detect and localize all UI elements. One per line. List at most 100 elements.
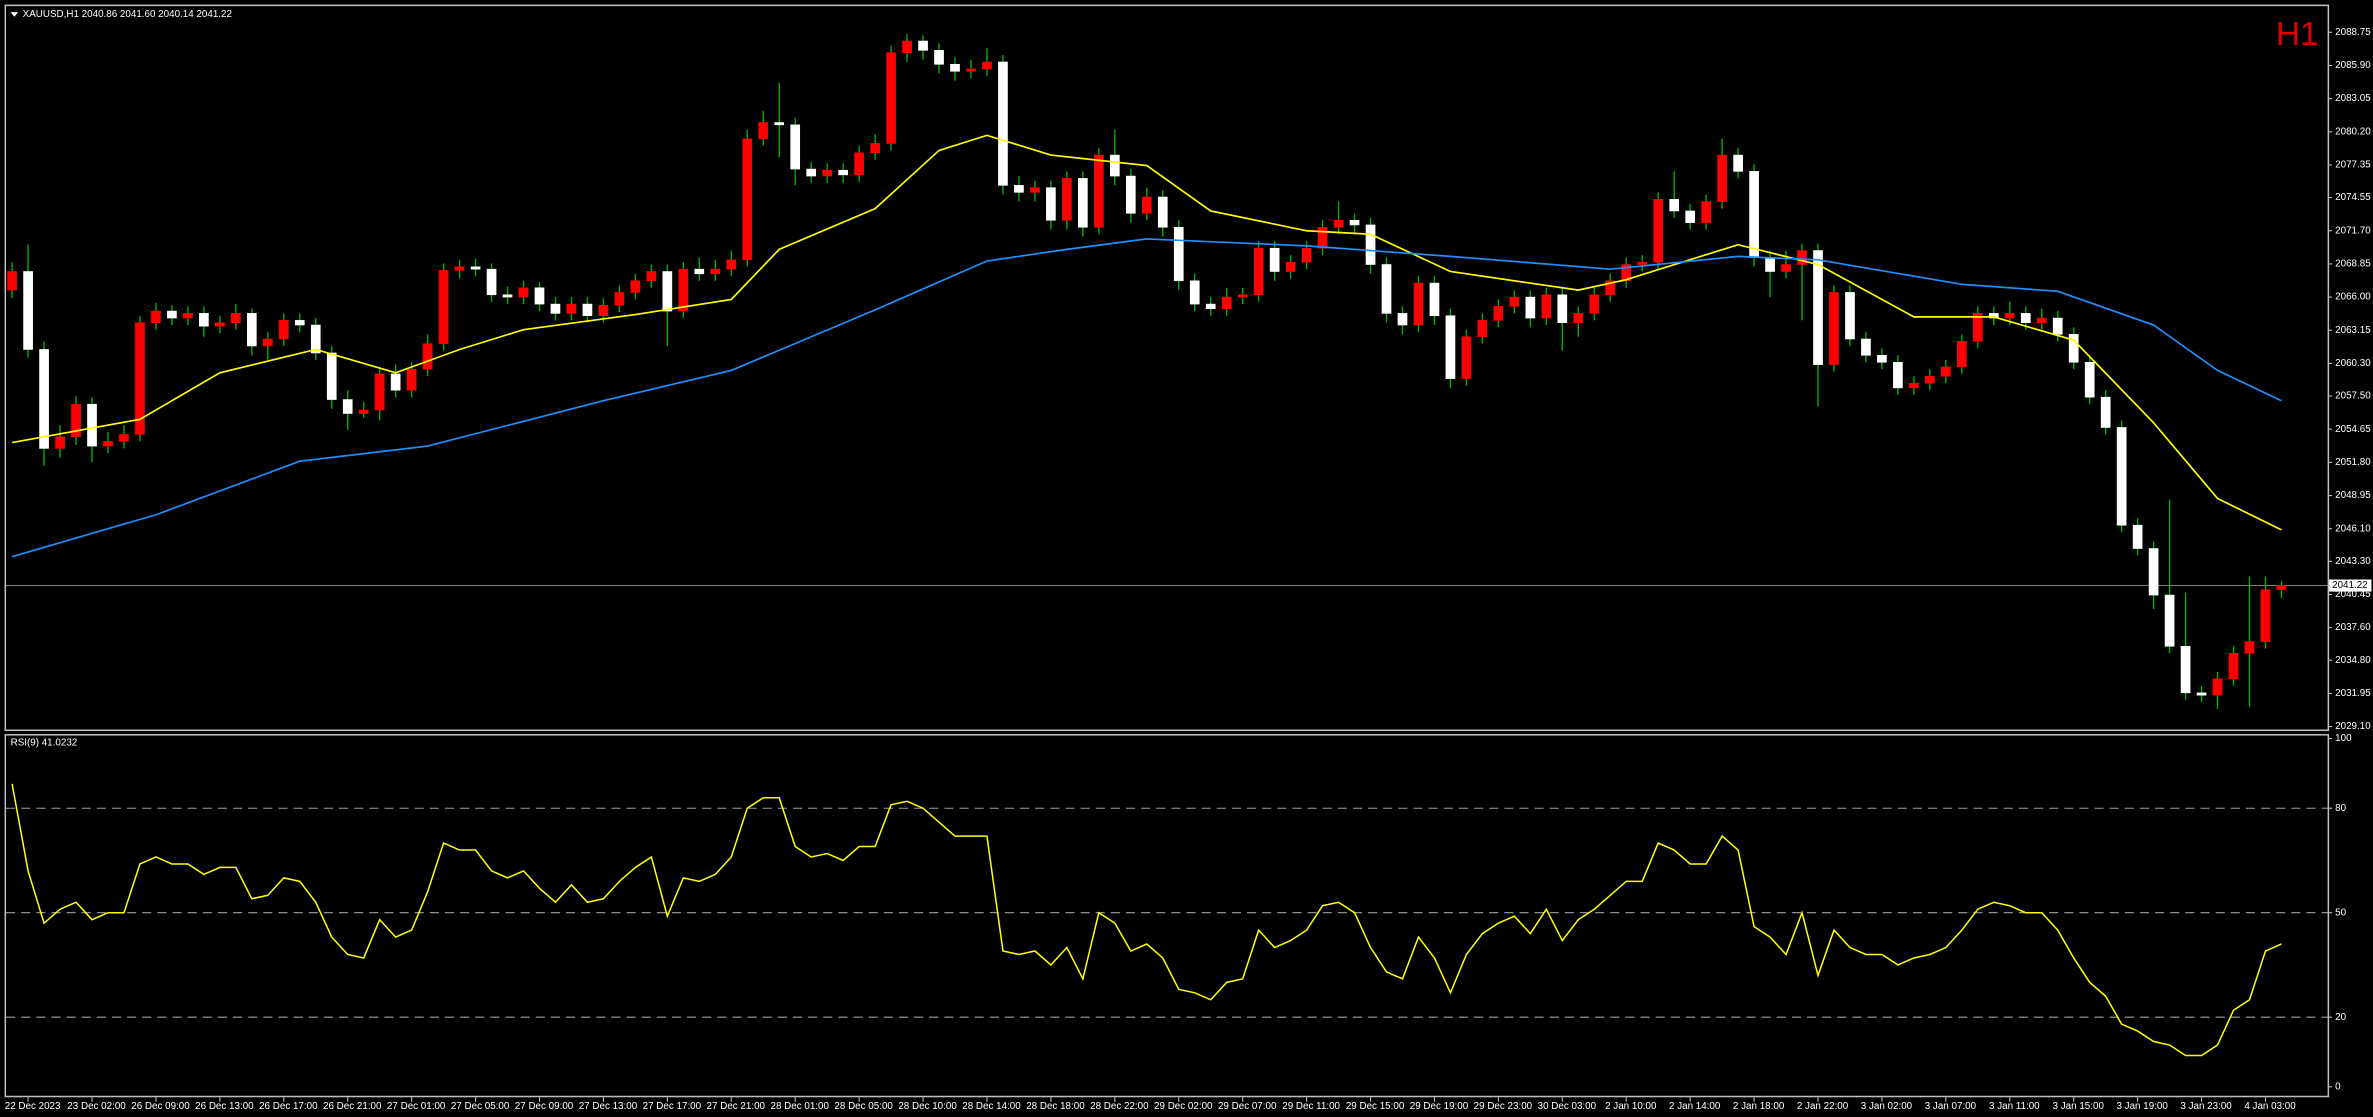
x-tick-label: 2 Jan 10:00 xyxy=(1605,1101,1657,1112)
x-tick-label: 22 Dec 2023 xyxy=(5,1101,61,1112)
candle-body xyxy=(1972,313,1983,342)
candle-body xyxy=(1445,315,1456,379)
x-tick-label: 3 Jan 02:00 xyxy=(1861,1101,1913,1112)
candle-body xyxy=(678,268,689,312)
y-tick-label: 2054.65 xyxy=(2335,424,2371,435)
candle-body xyxy=(2196,692,2207,696)
x-tick-label: 28 Dec 05:00 xyxy=(834,1101,893,1112)
candle-body xyxy=(774,122,785,126)
candle-body xyxy=(1589,294,1600,314)
candle-body xyxy=(310,324,321,354)
x-tick-label: 30 Dec 03:00 xyxy=(1538,1101,1597,1112)
x-tick-label: 4 Jan 03:00 xyxy=(2244,1101,2296,1112)
candle-body xyxy=(1557,294,1568,324)
y-tick-label: 2074.55 xyxy=(2335,192,2371,203)
candle-body xyxy=(726,259,737,270)
candle-body xyxy=(1157,196,1168,228)
x-tick-label: 3 Jan 19:00 xyxy=(2116,1101,2168,1112)
y-tick-label: 2051.80 xyxy=(2335,457,2371,468)
candle-body xyxy=(502,294,513,298)
price-pane-border xyxy=(4,4,2330,732)
x-tick-label: 26 Dec 21:00 xyxy=(323,1101,382,1112)
candle-body xyxy=(183,313,193,319)
candle-body xyxy=(1733,154,1743,172)
candle-body xyxy=(1988,313,1999,319)
candle-body xyxy=(1845,292,1855,340)
y-tick-label: 2048.95 xyxy=(2335,490,2371,501)
candle-body xyxy=(758,122,769,140)
candle-body xyxy=(582,303,593,317)
candle-body xyxy=(1653,199,1664,263)
x-tick-label: 27 Dec 05:00 xyxy=(451,1101,510,1112)
candle-body xyxy=(1461,336,1472,379)
candle-body xyxy=(1173,226,1184,282)
x-tick-label: 27 Dec 21:00 xyxy=(707,1101,766,1112)
candle-body xyxy=(1701,201,1711,223)
candle-body xyxy=(103,441,113,447)
x-tick-label: 27 Dec 17:00 xyxy=(643,1101,702,1112)
candle-body xyxy=(342,399,353,414)
candle-body xyxy=(1221,296,1232,310)
candle-body xyxy=(1829,292,1839,365)
candle-body xyxy=(934,50,944,65)
candle-body xyxy=(790,124,801,170)
candle-body xyxy=(1381,264,1392,314)
y-tick-label: 2037.60 xyxy=(2335,622,2371,633)
candle-body xyxy=(1365,224,1376,265)
candle-body xyxy=(2180,645,2191,694)
candle-body xyxy=(2276,585,2287,591)
candle-body xyxy=(1062,178,1072,221)
bid-label-box xyxy=(2329,579,2372,592)
candle-body xyxy=(662,271,673,312)
y-tick-label: 2043.30 xyxy=(2335,556,2371,567)
candle-body xyxy=(710,268,721,275)
candle-body xyxy=(438,270,449,344)
x-tick-label: 28 Dec 18:00 xyxy=(1026,1101,1085,1112)
moving-average-line xyxy=(11,134,2282,531)
rsi-tick-label: 80 xyxy=(2335,803,2346,814)
candle-body xyxy=(2052,317,2063,335)
candle-body xyxy=(1109,154,1120,177)
candle-body xyxy=(71,403,81,438)
x-tick-label: 26 Dec 17:00 xyxy=(259,1101,318,1112)
candle-body xyxy=(119,434,129,442)
candle-body xyxy=(55,436,65,449)
x-tick-label: 3 Jan 07:00 xyxy=(1925,1101,1977,1112)
candle-body xyxy=(534,287,545,305)
x-tick-label: 27 Dec 09:00 xyxy=(515,1101,574,1112)
candle-body xyxy=(950,64,960,72)
x-tick-label: 26 Dec 13:00 xyxy=(195,1101,254,1112)
y-tick-label: 2066.00 xyxy=(2335,292,2371,303)
x-tick-label: 28 Dec 22:00 xyxy=(1090,1101,1149,1112)
candle-body xyxy=(1413,282,1424,326)
rsi-tick-label: 50 xyxy=(2335,907,2346,918)
candle-body xyxy=(1717,154,1727,202)
x-tick-label: 2 Jan 14:00 xyxy=(1669,1101,1721,1112)
x-tick-label: 28 Dec 10:00 xyxy=(898,1101,957,1112)
candle-body xyxy=(1509,296,1520,307)
candle-body xyxy=(1893,361,1903,389)
candle-body xyxy=(1941,366,1951,377)
candle-body xyxy=(1909,382,1919,389)
candle-body xyxy=(23,271,33,350)
candle-body xyxy=(390,373,401,391)
chart-title: XAUUSD,H1 2040.86 2041.60 2040.14 2041.2… xyxy=(23,9,232,20)
candle-body xyxy=(614,292,625,306)
candle-body xyxy=(486,268,497,296)
timeframe-label: H1 xyxy=(2276,16,2319,53)
candle-body xyxy=(2260,589,2271,642)
candle-body xyxy=(982,61,992,70)
candle-body xyxy=(1669,199,1680,212)
candle-body xyxy=(1685,210,1696,223)
candle-body xyxy=(7,271,17,291)
y-tick-label: 2063.15 xyxy=(2335,325,2371,336)
candle-body xyxy=(1317,226,1328,249)
candle-body xyxy=(630,280,641,293)
x-tick-label: 29 Dec 07:00 xyxy=(1218,1101,1277,1112)
x-tick-label: 3 Jan 15:00 xyxy=(2053,1101,2105,1112)
candle-body xyxy=(1253,247,1264,296)
rsi-tick-label: 100 xyxy=(2335,733,2352,744)
candle-body xyxy=(822,169,833,177)
